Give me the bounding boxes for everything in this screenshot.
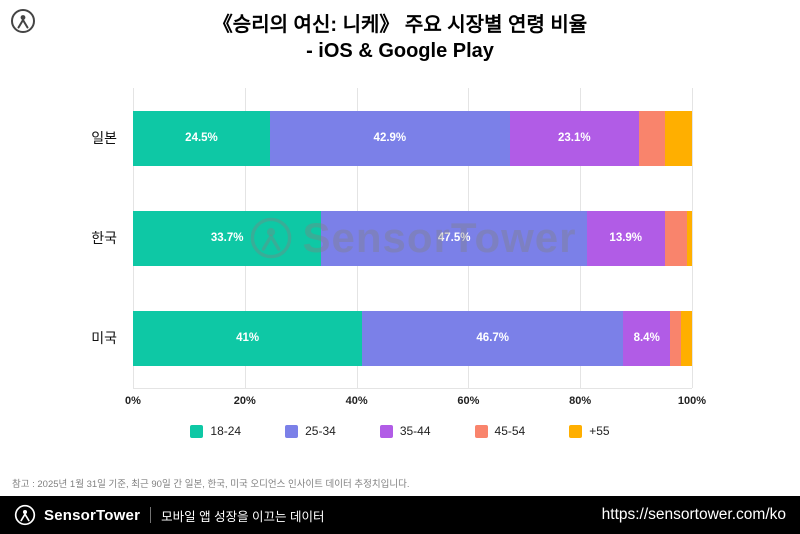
footer-url-link[interactable]: https://sensortower.com/ko xyxy=(601,506,786,523)
y-axis-label: 일본 xyxy=(91,130,117,146)
bar-segment-35-44: 13.9% xyxy=(586,210,665,266)
sensortower-footer-logo-icon xyxy=(14,504,36,526)
bar-segment-35-44: 23.1% xyxy=(509,110,639,166)
bar-segment-45-54 xyxy=(664,210,688,266)
stacked-bar: 33.7% 47.5% 13.9% xyxy=(133,210,692,266)
bar-segment-25-34: 42.9% xyxy=(269,110,510,166)
bar-segment-+55 xyxy=(681,310,692,366)
y-axis-label: 미국 xyxy=(91,330,117,346)
bar-segment-18-24: 24.5% xyxy=(133,110,270,166)
x-axis-tick: 80% xyxy=(569,395,592,407)
legend-swatch xyxy=(190,424,204,438)
stacked-bar: 41% 46.7% 8.4% xyxy=(133,310,692,366)
legend-swatch xyxy=(569,424,583,438)
bar-row: 24.5% 42.9% 23.1% xyxy=(133,88,692,188)
legend-item-35-44: 35-44 xyxy=(379,424,431,438)
bar-row: 41% 46.7% 8.4% xyxy=(133,288,692,388)
bar-segment-+55 xyxy=(687,210,692,266)
gridline xyxy=(692,88,693,388)
legend-label: 18-24 xyxy=(210,424,242,438)
legend-item-45-54: 45-54 xyxy=(474,424,526,438)
chart-title-line1: 《승리의 여신: 니케》 주요 시장별 연령 비율 xyxy=(212,14,588,36)
plot-area: 24.5% 42.9% 23.1% 33.7% 47.5% 13.9% 41% 46.7% 8.… xyxy=(133,88,693,389)
bar-segment-25-34: 47.5% xyxy=(321,210,587,266)
legend-label: +55 xyxy=(589,424,610,438)
legend: 18-24 25-34 35-44 45-54 +55 xyxy=(0,424,800,438)
bar-segment-+55 xyxy=(664,110,692,166)
legend-label: 45-54 xyxy=(494,424,526,438)
stacked-bar: 24.5% 42.9% 23.1% xyxy=(133,110,692,166)
footer-tagline: 모바일 앱 성장을 이끄는 데이터 xyxy=(161,509,325,524)
chart-title: 《승리의 여신: 니케》 주요 시장별 연령 비율 - iOS & Google… xyxy=(0,12,800,64)
legend-label: 35-44 xyxy=(399,424,431,438)
legend-swatch xyxy=(474,424,488,438)
legend-item-+55: +55 xyxy=(569,424,610,438)
chart-title-line2: - iOS & Google Play xyxy=(306,40,494,62)
plot-column: 24.5% 42.9% 23.1% 33.7% 47.5% 13.9% 41% 46.7% 8.… xyxy=(125,88,706,411)
footer-divider xyxy=(150,507,152,523)
bar-segment-45-54 xyxy=(670,310,682,366)
bar-segment-25-34: 46.7% xyxy=(362,310,624,366)
x-axis-tick: 20% xyxy=(233,395,256,407)
x-axis-tick: 40% xyxy=(345,395,368,407)
bar-segment-45-54 xyxy=(638,110,665,166)
footer-bar: SensorTower 모바일 앱 성장을 이끄는 데이터 https://se… xyxy=(0,496,800,534)
bar-rows: 24.5% 42.9% 23.1% 33.7% 47.5% 13.9% 41% 46.7% 8.… xyxy=(133,88,692,388)
footer-left-group: SensorTower 모바일 앱 성장을 이끄는 데이터 xyxy=(14,504,325,526)
footer-brand: SensorTower xyxy=(44,506,141,524)
footnote: 참고 : 2025년 1월 31일 기준, 최근 90일 간 일본, 한국, 미… xyxy=(12,479,410,490)
x-axis-tick: 100% xyxy=(677,395,707,407)
legend-item-25-34: 25-34 xyxy=(285,424,336,438)
x-axis-tick: 60% xyxy=(457,395,480,407)
x-axis: 0% 20% 40% 60% 80% 100% xyxy=(125,389,706,411)
x-axis-tick: 0% xyxy=(125,395,141,407)
legend-swatch xyxy=(379,424,393,438)
legend-label: 25-34 xyxy=(305,424,336,438)
bar-segment-35-44: 8.4% xyxy=(623,310,671,366)
bar-row: 33.7% 47.5% 13.9% xyxy=(133,188,692,288)
legend-item-18-24: 18-24 xyxy=(190,424,241,438)
bar-segment-18-24: 33.7% xyxy=(133,210,322,266)
bar-segment-18-24: 41% xyxy=(133,310,363,366)
y-axis-label: 한국 xyxy=(91,230,117,246)
legend-swatch xyxy=(285,424,299,438)
sensortower-logo-mark-icon xyxy=(11,9,35,33)
